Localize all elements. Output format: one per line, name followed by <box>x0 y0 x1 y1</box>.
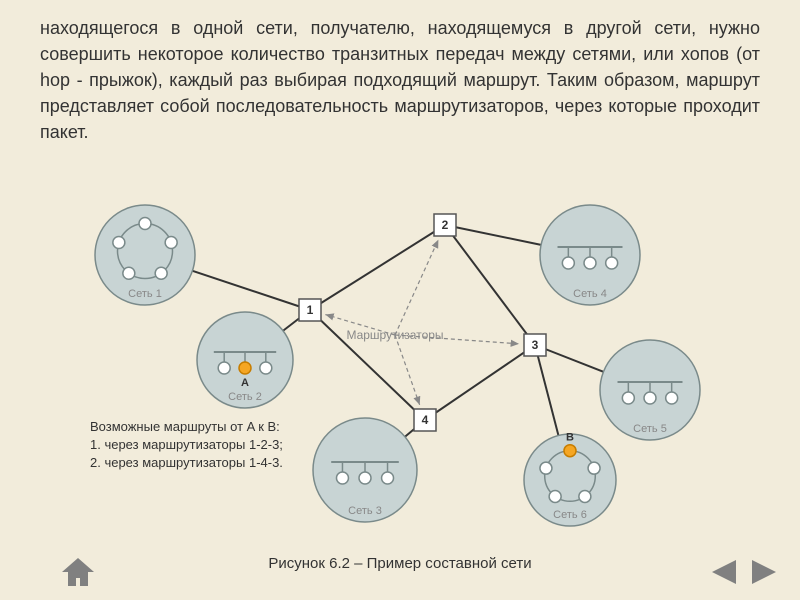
svg-text:2: 2 <box>442 218 449 232</box>
network-net4: Сеть 4 <box>540 205 640 305</box>
routes-title: Возможные маршруты от A к B: <box>90 418 283 436</box>
svg-text:Сеть 3: Сеть 3 <box>348 505 382 517</box>
svg-text:1: 1 <box>307 303 314 317</box>
figure-caption: Рисунок 6.2 – Пример составной сети <box>0 555 800 572</box>
slide-page: находящегося в одной сети, получателю, н… <box>0 0 800 600</box>
svg-text:Сеть 1: Сеть 1 <box>128 288 162 300</box>
network-net5: Сеть 5 <box>600 340 700 440</box>
network-net3: Сеть 3 <box>313 418 417 522</box>
svg-text:3: 3 <box>532 338 539 352</box>
svg-text:A: A <box>241 377 249 389</box>
routes-block: Возможные маршруты от A к B: 1. через ма… <box>90 418 283 473</box>
next-button[interactable] <box>748 556 782 588</box>
svg-text:Сеть 6: Сеть 6 <box>553 509 587 521</box>
svg-text:Сеть 4: Сеть 4 <box>573 288 607 300</box>
prev-button[interactable] <box>706 556 740 588</box>
network-diagram: Сеть 1 Сеть 2 A Сеть 3 Сеть 4 Сеть 5 Сеть 6 B Ма… <box>0 0 800 600</box>
network-net6: Сеть 6 B <box>524 432 616 526</box>
route-2: 2. через маршрутизаторы 1-4-3. <box>90 454 283 472</box>
home-button[interactable] <box>60 556 96 588</box>
svg-text:Сеть 5: Сеть 5 <box>633 423 667 435</box>
svg-text:B: B <box>566 432 574 444</box>
svg-text:4: 4 <box>422 413 429 427</box>
network-net1: Сеть 1 <box>95 205 195 305</box>
svg-text:Маршрутизаторы: Маршрутизаторы <box>346 328 443 342</box>
route-1: 1. через маршрутизаторы 1-2-3; <box>90 436 283 454</box>
svg-text:Сеть 2: Сеть 2 <box>228 391 262 403</box>
network-net2: Сеть 2 A <box>197 312 293 408</box>
